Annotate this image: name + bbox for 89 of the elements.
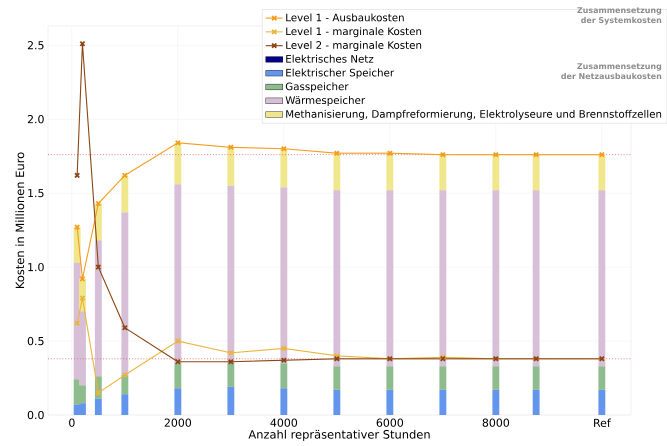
bar [386,153,394,190]
bar [532,366,540,390]
bar [532,190,540,366]
x-tick-label: 6000 [376,418,404,427]
bar [598,190,606,366]
point [440,152,446,158]
point [334,352,340,359]
bar [598,366,606,390]
point [79,295,86,302]
bar [280,363,288,388]
bar [492,190,500,366]
bar [333,390,340,415]
x-tick-label: 0 [69,418,75,427]
point [174,140,181,146]
point [228,350,234,356]
x-tick-label: 8000 [482,418,510,427]
x-axis-title: Anzahl repräsentativer Stunden [248,430,430,441]
bar [439,390,446,415]
bar [121,175,128,212]
point [334,150,340,156]
bar [174,184,182,364]
point [280,146,287,152]
point [280,357,287,364]
point [95,200,102,207]
point [228,358,234,365]
point [280,345,287,352]
point [122,324,128,331]
bar [598,390,606,415]
point [386,150,393,156]
bar [174,388,182,415]
y-tick-label: 0.5 [28,336,44,346]
point [122,372,128,378]
bar [280,388,288,415]
bar [227,386,234,415]
legend-label: Elektrischer Speicher [286,68,394,78]
bar [532,154,540,190]
point [174,358,181,365]
y-tick-label: 1.0 [28,262,44,272]
bar [598,154,606,190]
legend-label: Wärmespeicher [286,96,366,106]
bar [227,363,234,387]
bar [280,148,288,188]
bar [492,366,500,390]
legend-label: Level 2 - marginale Kosten [286,41,422,51]
point [79,276,86,282]
point [334,356,340,362]
legend-label: Elektrisches Netz [286,54,374,63]
x-tick-label: 4000 [270,418,298,427]
bar [227,147,234,186]
legend-label: Level 1 - marginale Kosten [286,27,422,38]
legend-label: Methanisierung, Dampfreformierung, Elektrolyseure und Brennstoffzellen [286,110,662,120]
y-tick-label: 2.5 [28,41,44,50]
y-tick-label: 0.0 [28,410,44,420]
x-tick-label: Ref [594,418,611,427]
y-axis-title: Kosten in Millionen Euro [15,152,24,288]
point [228,144,234,150]
point [122,172,128,178]
bar [532,390,540,415]
x-tick-label: 2000 [164,418,192,427]
point [174,338,181,344]
bar [439,190,446,366]
bar [121,375,128,394]
point [492,152,499,158]
point [533,152,540,158]
bar [333,190,340,366]
bar [121,394,128,415]
legend-label: Level 1 - Ausbaukosten [286,13,404,22]
bar [280,187,288,364]
bar [492,154,500,190]
y-tick-label: 1.5 [28,189,44,198]
bar [174,142,182,184]
bar [492,390,500,415]
bar [386,190,394,366]
y-tick-label: 2.0 [28,115,44,124]
bar [439,154,446,190]
bar [94,398,102,415]
bar [333,153,340,190]
bar [386,366,394,390]
bar [439,366,446,390]
bar [386,390,394,415]
bar [174,363,182,388]
bar [121,212,128,376]
point [95,390,102,396]
point [79,40,86,47]
bar [227,186,234,364]
point [95,264,102,270]
legend-label: Gasspeicher [286,82,349,92]
bar [94,240,102,377]
bar [333,366,340,390]
